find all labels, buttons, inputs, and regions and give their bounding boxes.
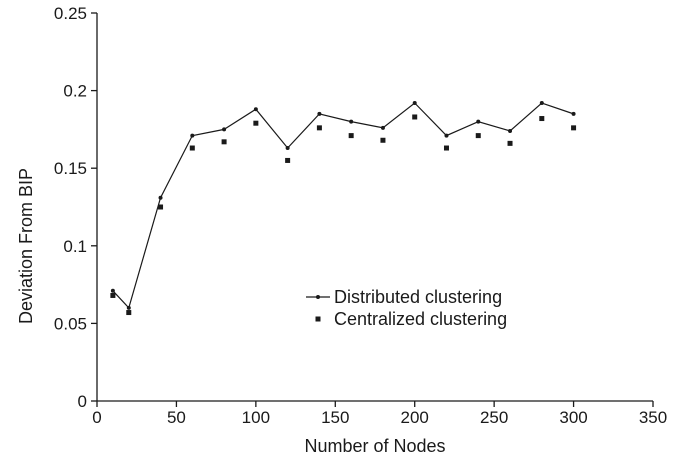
x-tick-label: 300	[559, 408, 587, 427]
data-point-distributed	[412, 101, 417, 106]
data-point-centralized	[126, 310, 132, 316]
axes	[96, 13, 653, 402]
data-point-centralized	[253, 120, 259, 126]
data-point-centralized	[571, 125, 577, 131]
data-point-distributed	[349, 119, 354, 124]
data-point-distributed	[158, 195, 163, 200]
legend: Distributed clustering Centralized clust…	[306, 287, 507, 329]
tick-marks	[91, 12, 654, 407]
data-point-centralized	[507, 140, 513, 146]
x-tick-label: 50	[167, 408, 186, 427]
data-point-distributed	[508, 128, 513, 133]
data-point-distributed	[539, 101, 544, 106]
y-tick-label: 0	[78, 392, 87, 411]
series-markers	[110, 101, 577, 316]
data-point-distributed	[380, 125, 385, 130]
data-point-distributed	[126, 305, 131, 310]
data-point-centralized	[412, 114, 418, 120]
legend-item-centralized: Centralized clustering	[315, 309, 507, 329]
y-tick-label: 0.2	[63, 82, 87, 101]
legend-dot-swatch	[316, 295, 320, 299]
data-point-distributed	[222, 127, 227, 132]
data-point-centralized	[380, 137, 386, 143]
data-point-distributed	[571, 111, 576, 116]
series-line-distributed	[112, 102, 574, 310]
data-point-distributed	[253, 107, 258, 112]
data-point-centralized	[158, 204, 164, 210]
x-tick-label: 350	[639, 408, 667, 427]
data-point-distributed	[476, 119, 481, 124]
x-axis-title: Number of Nodes	[304, 436, 445, 456]
data-point-centralized	[221, 139, 227, 145]
data-point-centralized	[110, 292, 116, 298]
legend-square-swatch	[315, 316, 321, 322]
x-tick-label: 250	[480, 408, 508, 427]
data-point-centralized	[539, 116, 545, 122]
y-tick-label: 0.05	[54, 314, 87, 333]
legend-item-distributed: Distributed clustering	[306, 287, 502, 307]
data-point-centralized	[443, 145, 449, 151]
data-point-centralized	[189, 145, 195, 151]
x-tick-label: 150	[321, 408, 349, 427]
data-point-distributed	[110, 288, 115, 293]
x-tick-label: 200	[401, 408, 429, 427]
data-point-distributed	[444, 133, 449, 138]
series-lines	[112, 102, 574, 310]
y-axis-title: Deviation From BIP	[16, 168, 36, 324]
data-point-distributed	[190, 133, 195, 138]
data-point-distributed	[285, 146, 290, 151]
legend-label-centralized: Centralized clustering	[334, 309, 507, 329]
x-tick-label: 100	[242, 408, 270, 427]
data-point-centralized	[285, 157, 291, 163]
x-tick-label: 0	[92, 408, 101, 427]
y-tick-label: 0.15	[54, 159, 87, 178]
data-point-centralized	[475, 133, 481, 139]
data-point-centralized	[316, 125, 322, 131]
data-point-distributed	[317, 111, 322, 116]
y-tick-label: 0.25	[54, 4, 87, 23]
tick-labels: 0 50 100 150 200 250 300 350 0 0.05 0.1 0.15 0.2 0.25	[54, 4, 667, 427]
data-point-centralized	[348, 133, 354, 139]
y-tick-label: 0.1	[63, 237, 87, 256]
legend-label-distributed: Distributed clustering	[334, 287, 502, 307]
